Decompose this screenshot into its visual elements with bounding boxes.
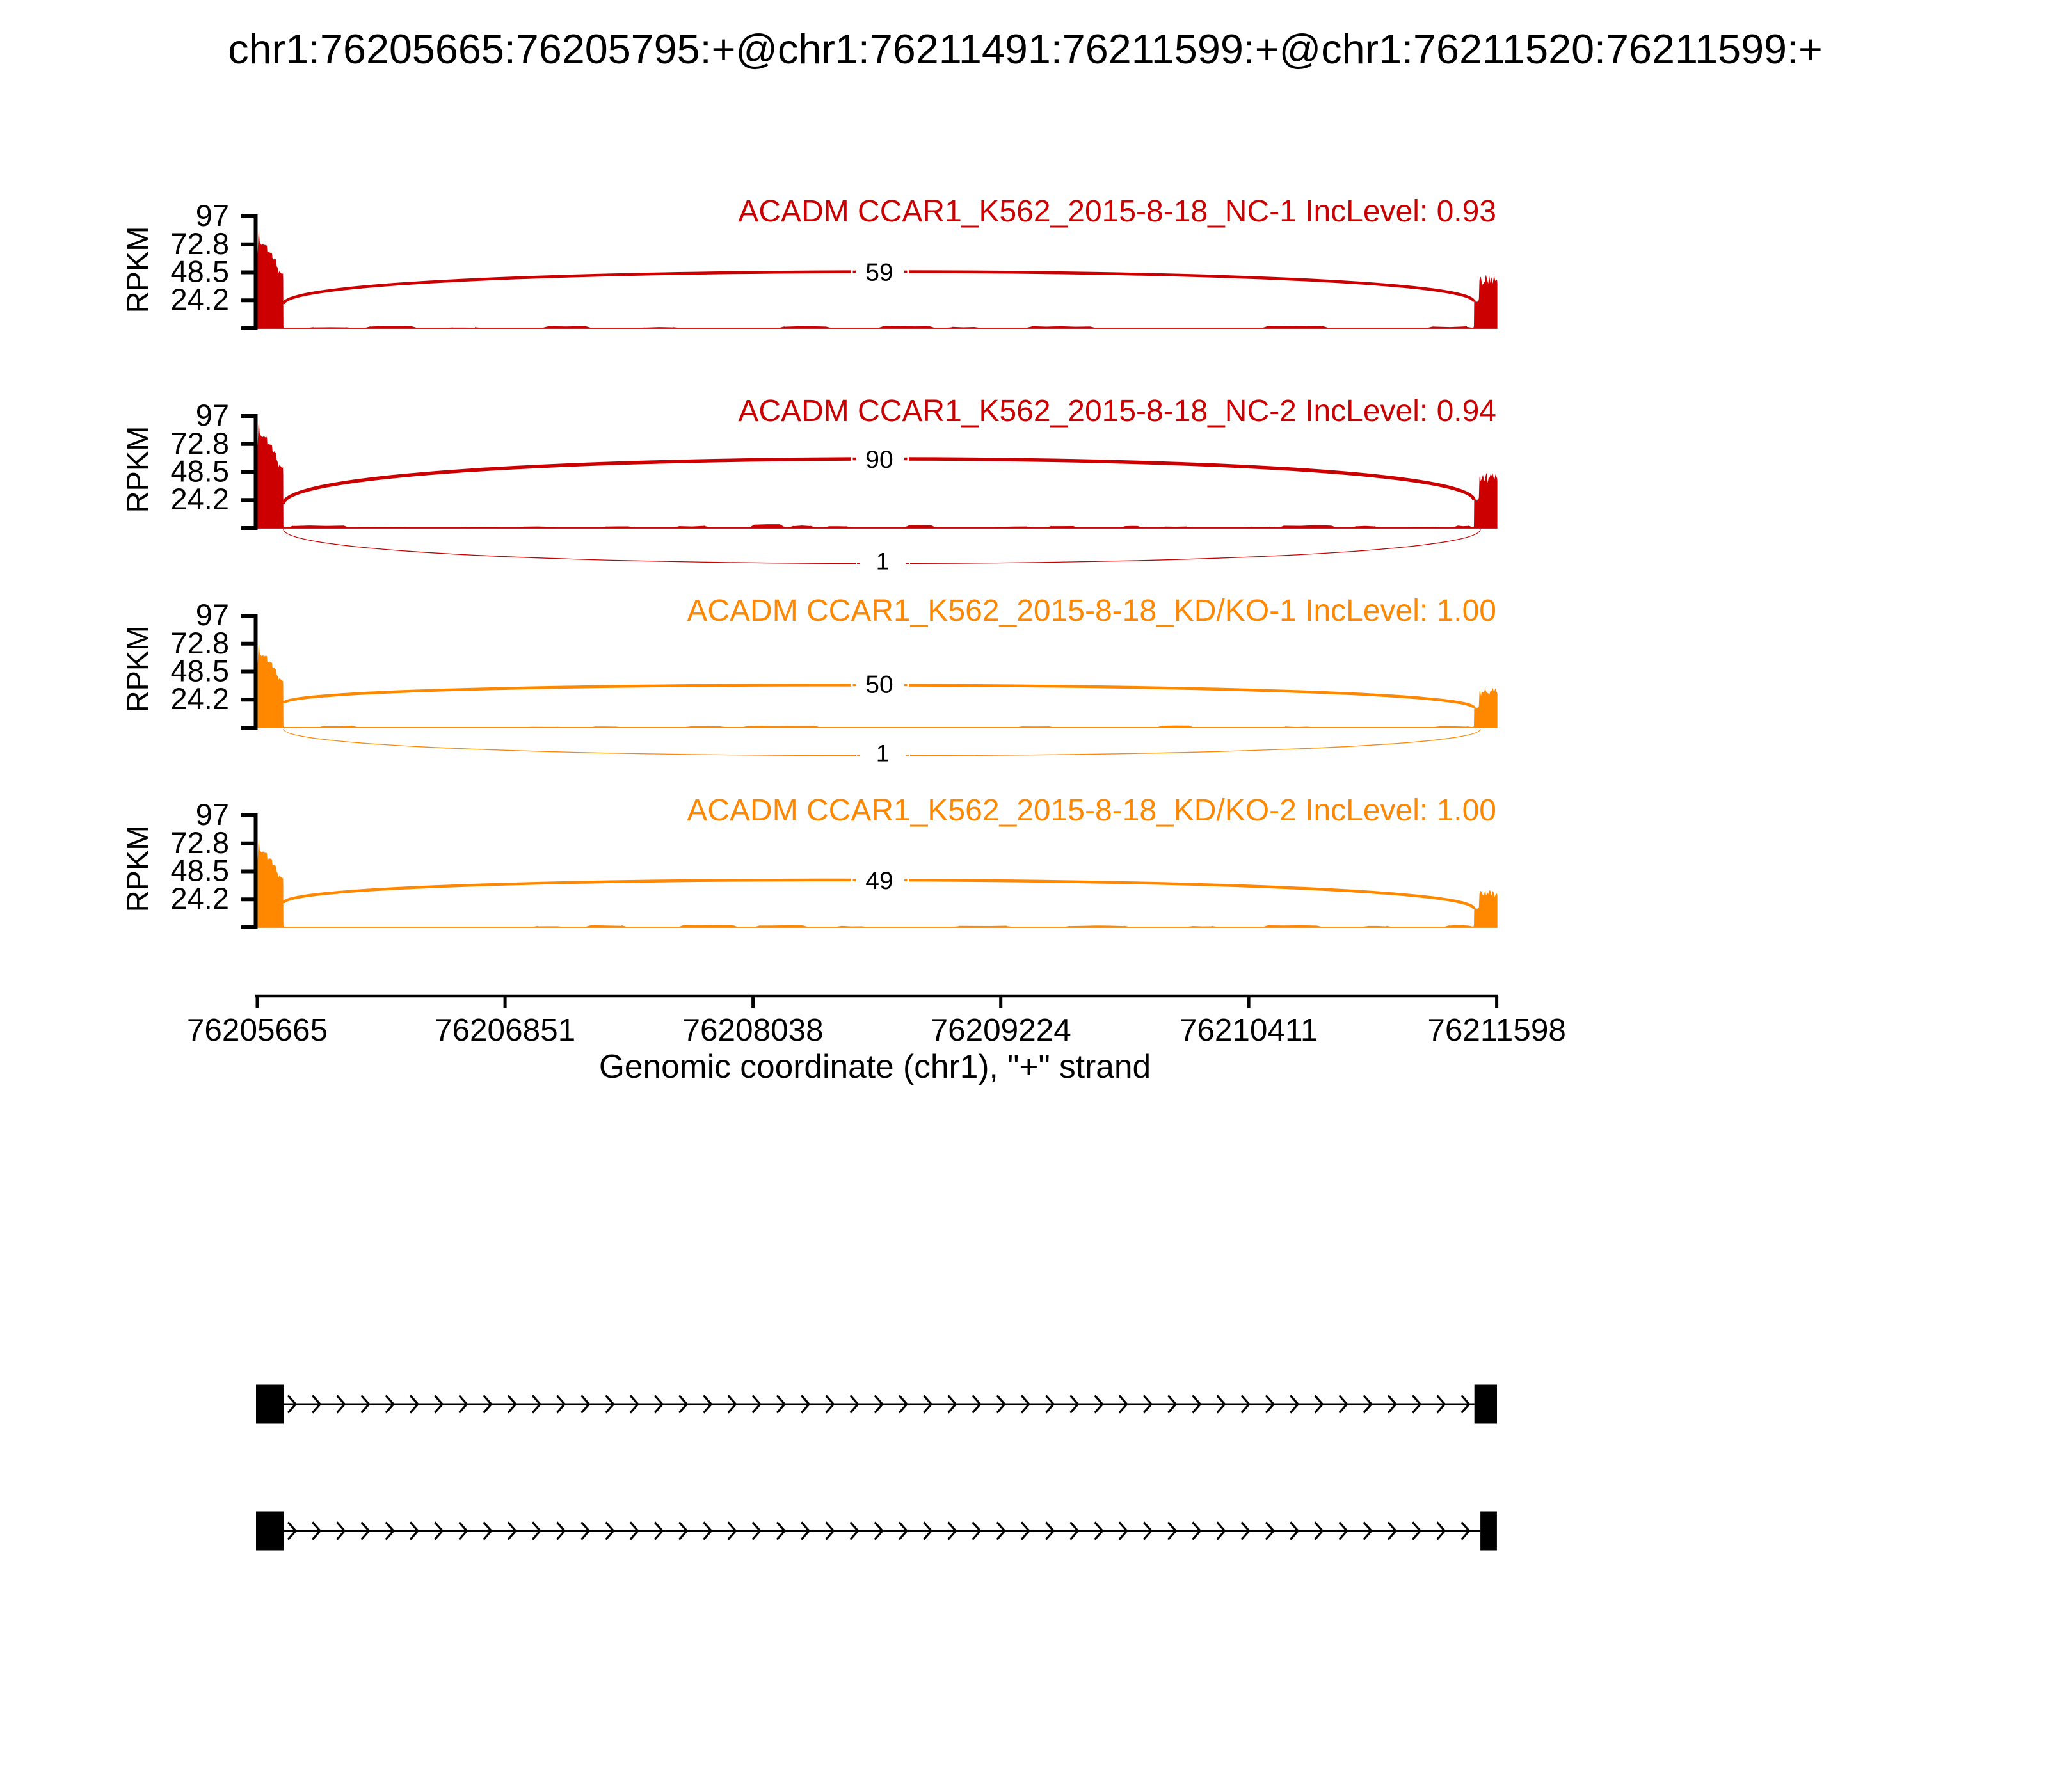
svg-text:Genomic coordinate (chr1), "+": Genomic coordinate (chr1), "+" strand <box>599 1048 1151 1085</box>
svg-text:76210411: 76210411 <box>1180 1012 1318 1048</box>
svg-text:97: 97 <box>196 398 229 432</box>
svg-text:97: 97 <box>196 198 229 232</box>
svg-text:49: 49 <box>865 867 893 895</box>
svg-text:48.5: 48.5 <box>171 854 229 888</box>
svg-text:ACADM CCAR1_K562_2015-8-18_KD/: ACADM CCAR1_K562_2015-8-18_KD/KO-2 IncLe… <box>687 794 1496 828</box>
svg-text:76206851: 76206851 <box>435 1012 575 1048</box>
svg-text:48.5: 48.5 <box>171 654 229 688</box>
svg-text:RPKM: RPKM <box>120 426 154 513</box>
svg-text:24.2: 24.2 <box>171 482 229 516</box>
svg-text:76209224: 76209224 <box>931 1012 1071 1048</box>
svg-text:1: 1 <box>876 548 890 575</box>
svg-text:76211598: 76211598 <box>1427 1012 1566 1048</box>
svg-text:24.2: 24.2 <box>171 282 229 316</box>
svg-text:90: 90 <box>865 446 893 474</box>
svg-text:72.8: 72.8 <box>171 227 229 260</box>
svg-text:59: 59 <box>865 259 893 287</box>
svg-text:72.8: 72.8 <box>171 626 229 660</box>
svg-text:RPKM: RPKM <box>120 826 154 913</box>
svg-text:48.5: 48.5 <box>171 255 229 289</box>
svg-text:76205665: 76205665 <box>187 1012 328 1048</box>
svg-text:24.2: 24.2 <box>171 682 229 716</box>
svg-text:ACADM CCAR1_K562_2015-8-18_NC-: ACADM CCAR1_K562_2015-8-18_NC-2 IncLevel… <box>738 394 1496 428</box>
svg-text:1: 1 <box>876 740 890 767</box>
svg-text:72.8: 72.8 <box>171 826 229 860</box>
svg-text:76208038: 76208038 <box>682 1012 823 1048</box>
svg-text:97: 97 <box>196 598 229 632</box>
svg-text:RPKM: RPKM <box>120 227 154 314</box>
svg-text:RPKM: RPKM <box>120 626 154 713</box>
svg-text:48.5: 48.5 <box>171 454 229 488</box>
svg-text:ACADM CCAR1_K562_2015-8-18_KD/: ACADM CCAR1_K562_2015-8-18_KD/KO-1 IncLe… <box>687 594 1496 628</box>
svg-text:ACADM CCAR1_K562_2015-8-18_NC-: ACADM CCAR1_K562_2015-8-18_NC-1 IncLevel… <box>738 195 1496 228</box>
svg-text:97: 97 <box>196 797 229 831</box>
svg-text:50: 50 <box>865 671 893 699</box>
svg-text:chr1:76205665:76205795:+@chr1:: chr1:76205665:76205795:+@chr1:76211491:7… <box>228 26 1823 72</box>
svg-text:24.2: 24.2 <box>171 881 229 915</box>
svg-text:72.8: 72.8 <box>171 426 229 460</box>
